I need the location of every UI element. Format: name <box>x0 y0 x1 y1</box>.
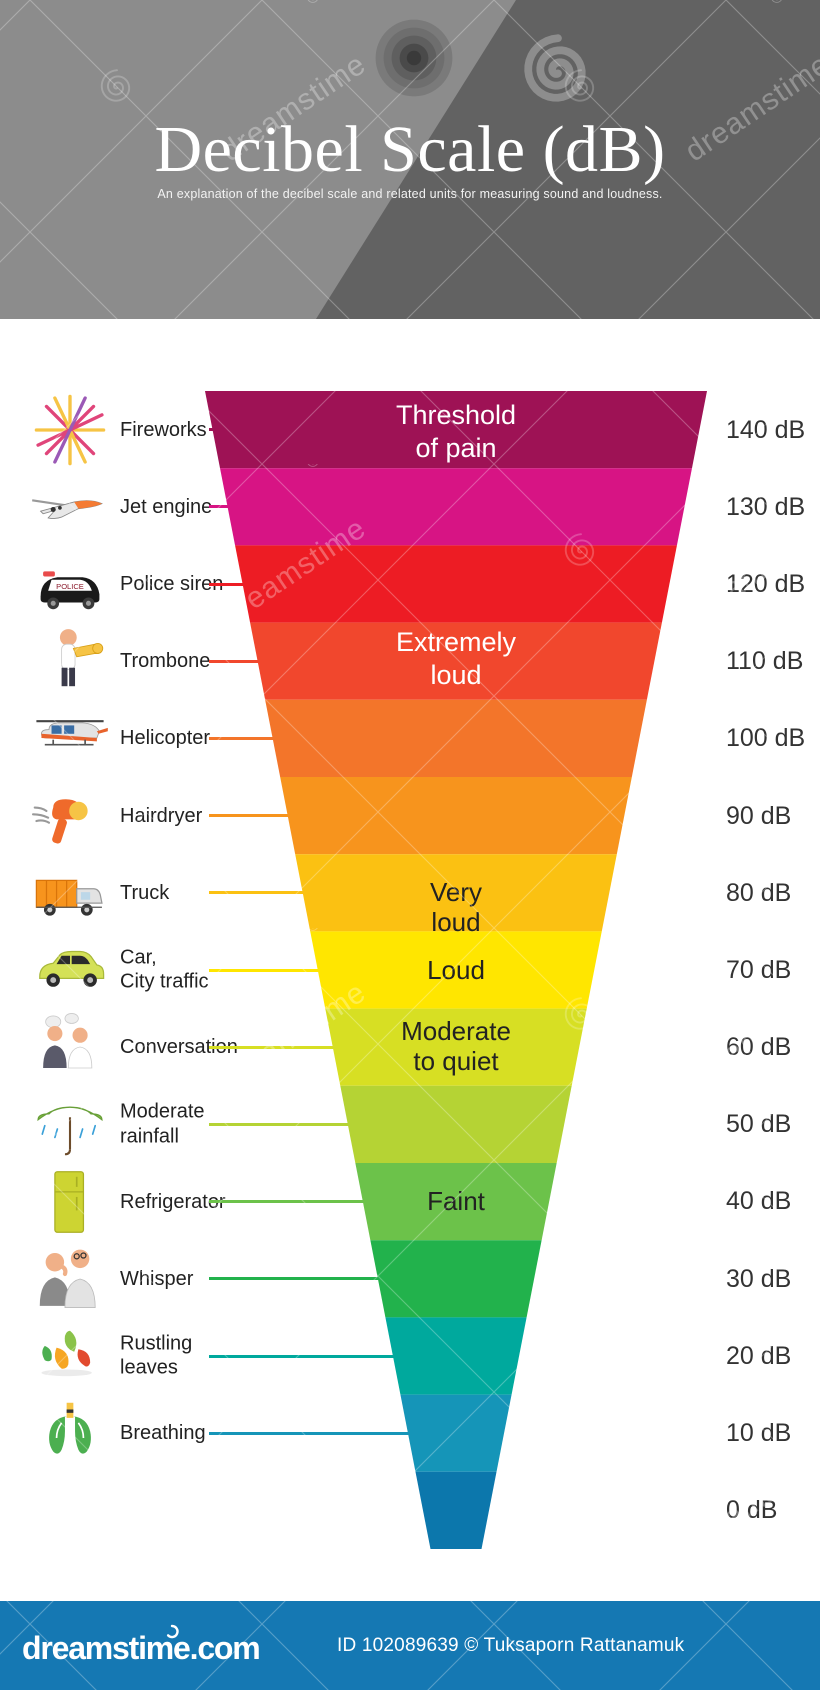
svg-text:loud: loud <box>430 660 481 690</box>
svg-text:loud: loud <box>431 907 480 937</box>
svg-text:50 dB: 50 dB <box>726 1110 791 1138</box>
svg-text:130 dB: 130 dB <box>726 493 805 521</box>
svg-text:20 dB: 20 dB <box>726 1342 791 1370</box>
svg-text:40 dB: 40 dB <box>726 1187 791 1215</box>
svg-text:Very: Very <box>430 877 482 907</box>
svg-text:POLICE: POLICE <box>56 582 84 591</box>
svg-text:Moderate: Moderate <box>401 1016 511 1046</box>
svg-text:Extremely: Extremely <box>396 627 517 657</box>
svg-text:Faint: Faint <box>427 1186 486 1216</box>
svg-text:dreamstime.com: dreamstime.com <box>22 1630 260 1666</box>
svg-text:90 dB: 90 dB <box>726 802 791 830</box>
svg-text:70 dB: 70 dB <box>726 956 791 984</box>
svg-text:120 dB: 120 dB <box>726 570 805 598</box>
svg-text:10 dB: 10 dB <box>726 1419 791 1447</box>
svg-text:30 dB: 30 dB <box>726 1265 791 1293</box>
svg-text:110 dB: 110 dB <box>726 647 803 675</box>
svg-text:100 dB: 100 dB <box>726 724 805 752</box>
svg-text:to quiet: to quiet <box>413 1046 499 1076</box>
svg-text:Loud: Loud <box>427 955 485 985</box>
svg-text:140 dB: 140 dB <box>726 416 805 444</box>
svg-text:60 dB: 60 dB <box>726 1033 791 1061</box>
svg-text:80 dB: 80 dB <box>726 879 791 907</box>
svg-text:Threshold: Threshold <box>396 400 516 430</box>
svg-text:of pain: of pain <box>415 433 496 463</box>
svg-text:0 dB: 0 dB <box>726 1496 777 1524</box>
